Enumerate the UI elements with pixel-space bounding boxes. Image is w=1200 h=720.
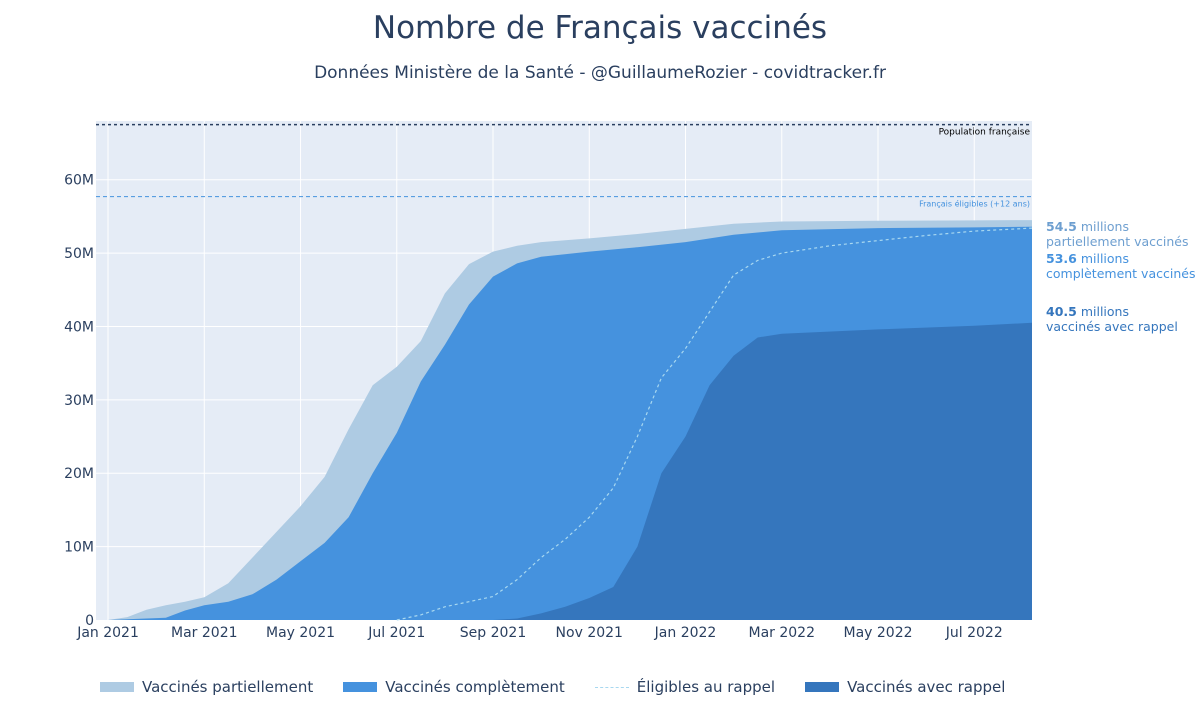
annotation-complete-value: 53.6	[1046, 251, 1077, 266]
x-tick-label: Jan 2022	[654, 625, 717, 641]
x-tick-label: Sep 2021	[460, 625, 526, 641]
y-tick-label: 10M	[64, 540, 94, 556]
legend-swatch-eligible	[594, 686, 629, 688]
legend-swatch-complete	[343, 682, 378, 692]
annotation-partial: 54.5 millions partiellement vaccinés	[1046, 219, 1189, 249]
annotation-complete-unit: millions	[1076, 251, 1129, 266]
annotation-partial-label: partiellement vaccinés	[1046, 234, 1189, 249]
y-tick-label: 0	[85, 613, 94, 629]
annotation-booster-value: 40.5	[1046, 304, 1077, 319]
legend-item-eligible[interactable]: Éligibles au rappel	[594, 678, 776, 696]
legend-label-partial: Vaccinés partiellement	[142, 678, 314, 696]
y-tick-label: 40M	[64, 319, 94, 335]
annotation-booster-unit: millions	[1076, 304, 1129, 319]
x-tick-label: May 2022	[843, 625, 912, 641]
x-tick-label: Mar 2021	[171, 625, 238, 641]
x-tick-label: Jan 2021	[76, 625, 139, 641]
area-booster	[108, 322, 1032, 620]
legend-label-booster: Vaccinés avec rappel	[847, 678, 1006, 696]
y-tick-label: 20M	[64, 466, 94, 482]
annotation-booster-label: vaccinés avec rappel	[1046, 319, 1178, 334]
legend-swatch-partial	[100, 682, 134, 692]
page-subtitle: Données Ministère de la Santé - @Guillau…	[314, 63, 886, 83]
y-tick-label: 60M	[64, 173, 94, 189]
annotation-booster: 40.5 millions vaccinés avec rappel	[1046, 304, 1178, 334]
x-tick-label: May 2021	[266, 625, 335, 641]
reference-label-eligible: Français éligibles (+12 ans)	[919, 199, 1030, 209]
reference-label-population: Population française	[939, 128, 1031, 138]
line-eligible_line	[396, 227, 1033, 621]
legend-item-partial[interactable]: Vaccinés partiellement	[100, 678, 313, 696]
annotation-partial-unit: millions	[1076, 219, 1129, 234]
legend-swatch-booster	[805, 682, 840, 692]
annotation-complete: 53.6 millions complètement vaccinés	[1046, 251, 1195, 281]
x-tick-label: Mar 2022	[749, 625, 816, 641]
x-tick-label: Nov 2021	[556, 625, 623, 641]
legend-label-eligible: Éligibles au rappel	[636, 678, 776, 696]
y-tick-label: 30M	[64, 393, 94, 409]
annotation-partial-value: 54.5	[1046, 219, 1077, 234]
x-tick-label: Jul 2022	[945, 625, 1003, 641]
x-tick-label: Jul 2021	[367, 625, 425, 641]
legend-label-complete: Vaccinés complètement	[385, 678, 565, 696]
legend-item-complete[interactable]: Vaccinés complètement	[343, 678, 565, 696]
annotation-complete-label: complètement vaccinés	[1046, 266, 1196, 281]
legend-item-booster[interactable]: Vaccinés avec rappel	[805, 678, 1005, 696]
page-title: Nombre de Français vaccinés	[372, 10, 828, 46]
chart-legend: Vaccinés partiellement Vaccinés complète…	[100, 678, 1035, 696]
y-tick-label: 50M	[64, 246, 94, 262]
